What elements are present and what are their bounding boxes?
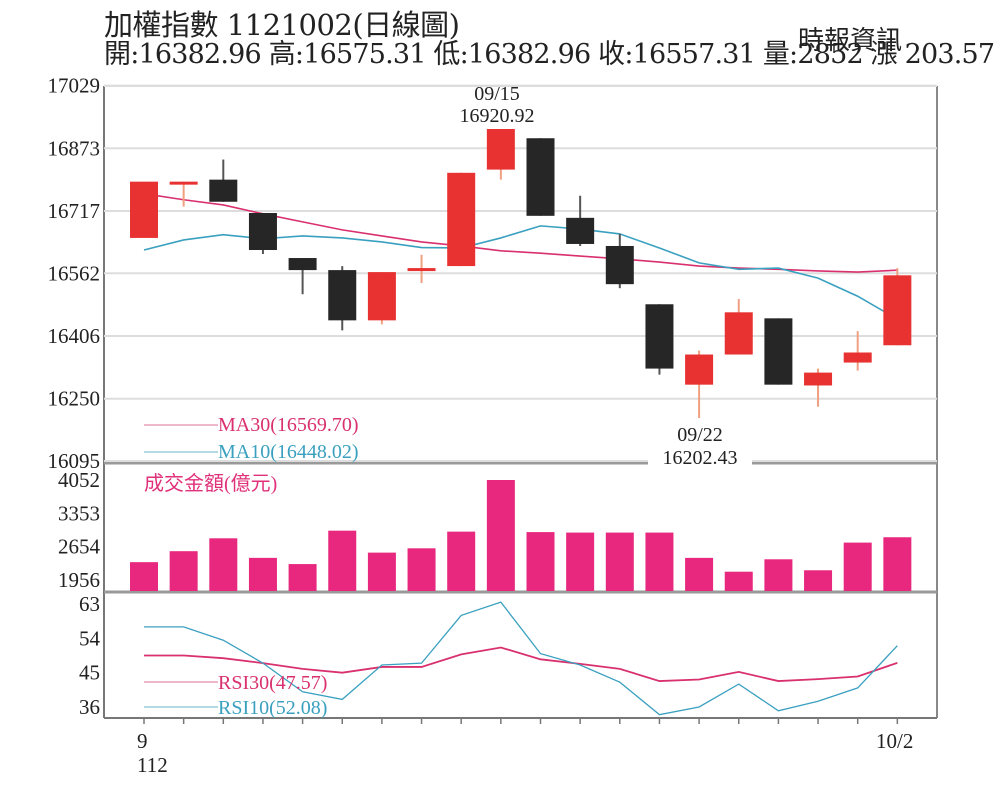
low-annotation: 09/22 16202.43 [648,424,752,469]
low-value: 16202.43 [663,447,738,469]
candlestick [724,299,753,355]
volume-bar [645,532,674,591]
rsi-tick-label: 36 [79,695,100,719]
volume-bar [209,538,238,591]
candlestick [883,268,912,346]
candlestick [130,181,158,238]
ma-legend: MA30(16569.70) MA10(16448.02) [144,414,359,463]
volume-bar [764,559,793,591]
candlestick [367,272,396,325]
x-end-label: 10/2 [876,729,913,753]
moving-average-lines [143,192,898,320]
candlestick [843,331,872,371]
volume-bar [804,570,833,591]
candlestick [248,213,277,255]
x-axis-ticks [143,718,899,724]
price-tick-label: 16873 [48,136,101,160]
volume-bar [685,557,714,591]
price-tick-label: 16562 [48,261,101,285]
price-axis: 17029 16873 16717 16562 16406 16250 16095 [48,74,101,473]
rsi30-legend-label: RSI30(47.57) [218,672,327,694]
volume-tick-label: 2654 [58,535,101,559]
candlestick [526,138,555,216]
price-tick-label: 17029 [48,74,101,98]
volume-bar [605,532,634,591]
high-value: 16920.92 [460,105,535,127]
candlestick [407,254,436,283]
candlestick [566,195,595,246]
candlestick [288,258,317,295]
volume-tick-label: 1956 [58,568,100,592]
volume-bar [169,551,198,591]
volume-bars [130,480,912,591]
candlestick [764,318,793,385]
high-date: 09/15 [474,83,520,105]
rsi10-legend-label: RSI10(52.08) [218,697,327,719]
price-gridlines [104,84,937,463]
chart-title: 加權指數 1121002(日線圖) [104,8,460,42]
ma30-legend-label: MA30(16569.70) [218,414,359,436]
volume-bar [724,571,753,591]
x-start-year-label: 112 [137,753,168,777]
source-label: 時報資訊 [798,26,903,56]
price-tick-label: 16250 [48,387,101,411]
volume-bar [526,532,555,591]
candlesticks [130,128,912,419]
volume-title: 成交金額(億元) [144,472,277,495]
volume-bar [407,548,436,591]
high-annotation: 09/15 16920.92 [460,83,535,127]
price-tick-label: 16095 [48,449,101,473]
volume-bar [566,532,595,591]
volume-bar [447,531,476,591]
volume-bar [486,480,515,591]
volume-bar [843,542,872,591]
rsi-lines [144,601,898,716]
candlestick [605,233,634,289]
rsi-tick-label: 54 [79,626,101,650]
candlestick [447,172,476,267]
rsi-tick-label: 63 [79,592,100,616]
candlestick [804,368,833,407]
volume-bar [883,537,912,591]
low-date: 09/22 [677,424,723,446]
volume-bar [130,562,158,591]
price-tick-label: 16717 [48,199,101,223]
volume-tick-label: 4052 [58,468,100,492]
candlestick [169,181,198,207]
volume-bar [328,530,357,591]
candlestick [645,304,674,375]
rsi10-line [144,601,898,716]
candlestick [328,266,357,331]
volume-tick-label: 3353 [58,501,100,525]
volume-bar [367,552,396,591]
volume-bar [248,557,277,591]
price-tick-label: 16406 [48,324,101,348]
ma10-legend-label: MA10(16448.02) [218,441,359,463]
rsi-legend: RSI30(47.57) RSI10(52.08) [144,672,327,719]
rsi-axis: 63 54 45 36 [79,592,101,719]
candlestick [486,128,515,180]
volume-bar [288,564,317,591]
ohlc-summary: 開:16382.96 高:16575.31 低:16382.96 收:16557… [104,39,995,70]
candlestick [209,159,238,202]
volume-axis: 4052 3353 2654 1956 [58,468,101,592]
x-start-label: 9 [137,729,148,753]
rsi30-line [144,646,898,682]
candlestick [685,350,714,419]
rsi-tick-label: 45 [79,661,100,685]
